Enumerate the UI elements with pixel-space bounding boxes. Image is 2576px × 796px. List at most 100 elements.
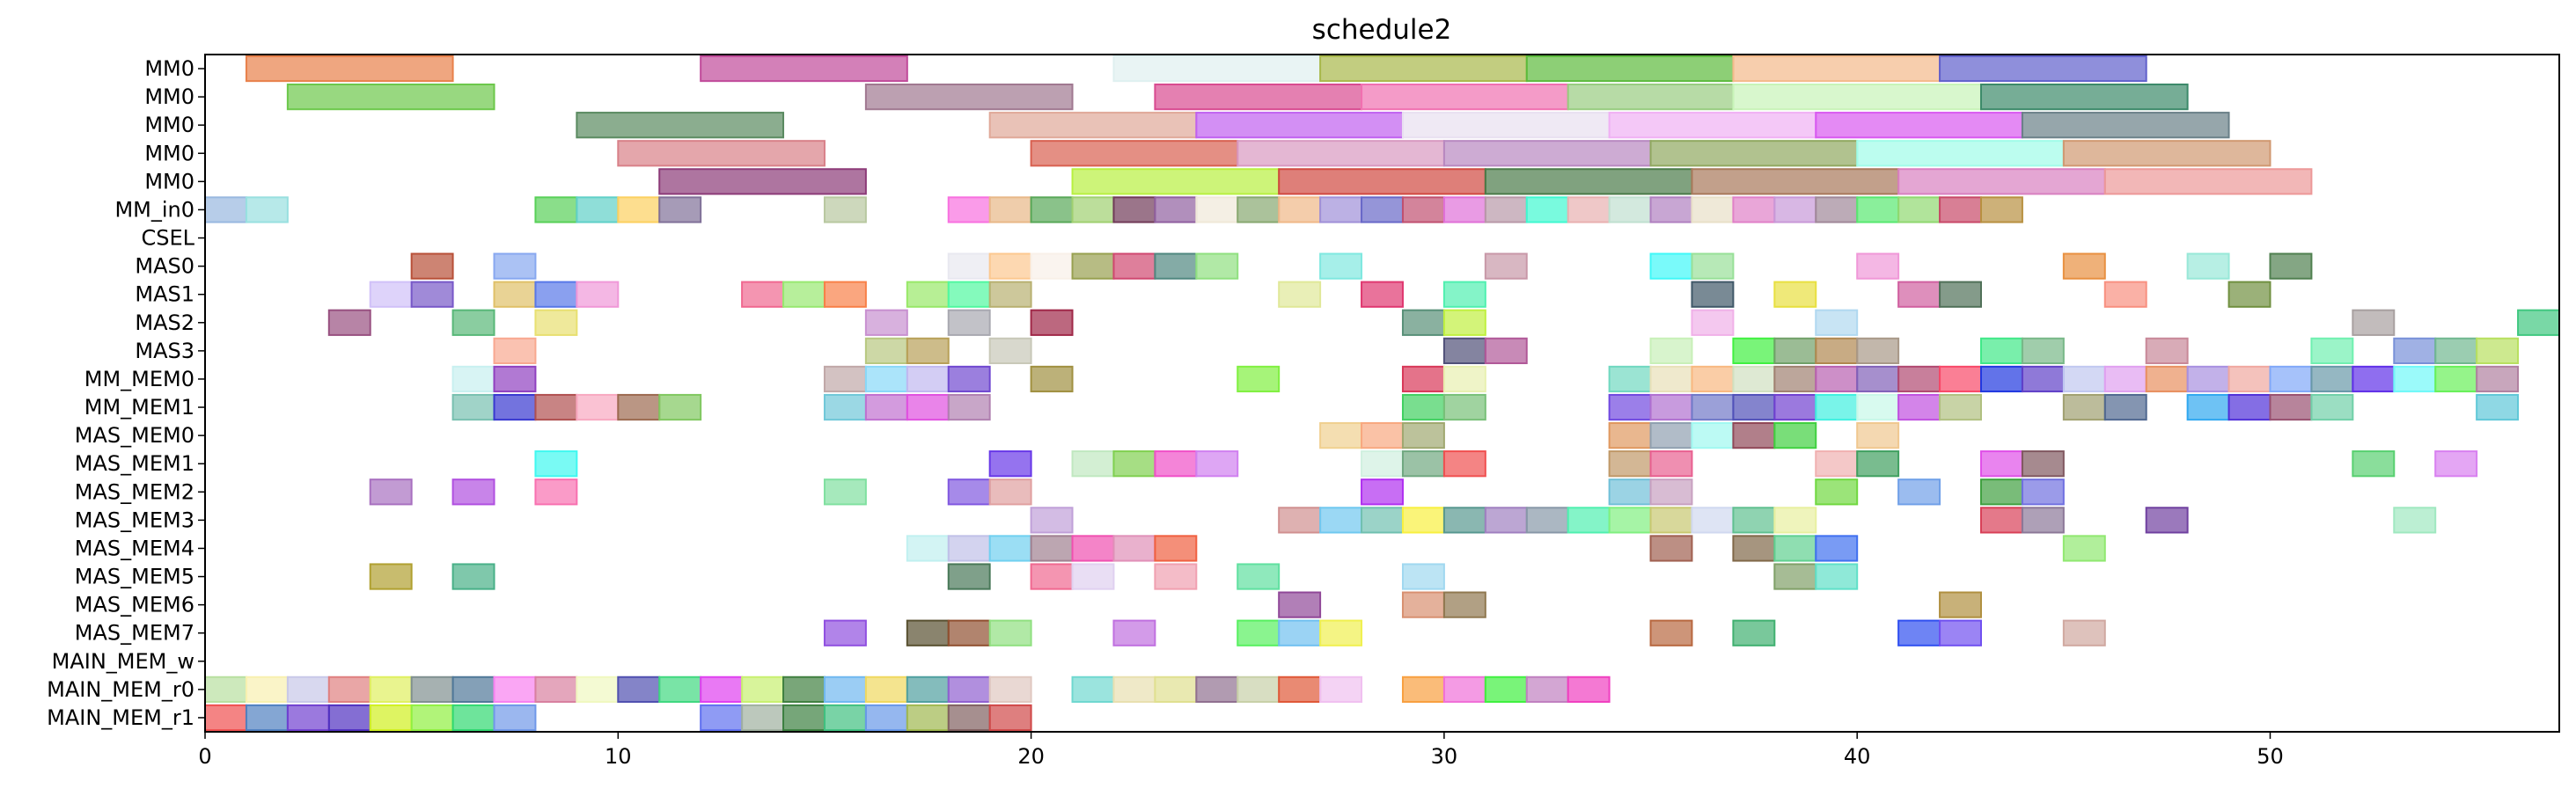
task-bar bbox=[2269, 393, 2313, 421]
task-bar bbox=[1979, 507, 2023, 534]
task-bar bbox=[1649, 365, 1693, 393]
task-bar bbox=[2145, 365, 2189, 393]
task-bar bbox=[906, 281, 950, 308]
y-tick-label: MAS_MEM4 bbox=[75, 536, 194, 560]
task-bar bbox=[617, 196, 661, 223]
task-bar bbox=[1030, 252, 1074, 280]
y-tick-label: MAIN_MEM_w bbox=[52, 649, 194, 674]
y-tick-label: MM_in0 bbox=[114, 197, 194, 222]
task-bar bbox=[534, 281, 578, 308]
task-bar bbox=[2062, 393, 2106, 421]
task-bar bbox=[410, 704, 454, 732]
task-bar bbox=[1897, 478, 1941, 506]
task-bar bbox=[2062, 535, 2106, 562]
task-bar bbox=[1442, 140, 1652, 167]
task-bar bbox=[1732, 393, 1776, 421]
y-tick-label: MAIN_MEM_r1 bbox=[47, 705, 194, 730]
task-bar bbox=[1815, 478, 1859, 506]
x-axis: 0 10 20 30 40 50 bbox=[198, 732, 2284, 769]
task-bar bbox=[906, 619, 950, 646]
task-bar bbox=[1856, 337, 1900, 364]
task-bar bbox=[782, 676, 826, 703]
y-tick-label: MAS_MEM6 bbox=[75, 593, 194, 617]
task-bar bbox=[2227, 365, 2271, 393]
task-bar bbox=[1608, 196, 1652, 223]
task-bar bbox=[451, 478, 495, 506]
task-bar bbox=[617, 140, 826, 167]
task-bar bbox=[1278, 507, 1322, 534]
task-bar bbox=[2186, 252, 2230, 280]
task-bar bbox=[2103, 281, 2147, 308]
task-bar bbox=[2145, 337, 2189, 364]
task-bar bbox=[204, 676, 247, 703]
task-bar bbox=[1856, 140, 2065, 167]
task-bar bbox=[1319, 676, 1363, 703]
task-bar bbox=[1649, 478, 1693, 506]
task-bar bbox=[658, 393, 702, 421]
task-bar bbox=[1815, 563, 1859, 590]
task-bar bbox=[2434, 365, 2478, 393]
task-bar bbox=[2062, 140, 2271, 167]
task-bar bbox=[1319, 55, 1528, 83]
task-bar bbox=[1112, 252, 1156, 280]
task-bar bbox=[1897, 281, 1941, 308]
task-bar bbox=[576, 112, 785, 139]
x-tick-label: 10 bbox=[605, 744, 632, 769]
task-bar bbox=[1030, 535, 1074, 562]
task-bar bbox=[1691, 252, 1735, 280]
task-bar bbox=[576, 393, 620, 421]
task-bar bbox=[2227, 281, 2271, 308]
task-bar bbox=[1195, 676, 1239, 703]
task-bar bbox=[1361, 450, 1404, 478]
task-bar bbox=[451, 676, 495, 703]
task-bar bbox=[1154, 676, 1198, 703]
task-bar bbox=[906, 676, 950, 703]
task-bar bbox=[2145, 507, 2189, 534]
task-bar bbox=[1442, 365, 1486, 393]
task-bar bbox=[451, 563, 495, 590]
task-bar bbox=[1237, 140, 1445, 167]
task-bar bbox=[1691, 393, 1735, 421]
y-tick-label: MAS0 bbox=[135, 254, 194, 279]
task-bar bbox=[823, 676, 867, 703]
task-bar bbox=[534, 393, 578, 421]
task-bar bbox=[1608, 450, 1652, 478]
task-bar bbox=[1732, 337, 1776, 364]
task-bar bbox=[1691, 422, 1735, 449]
task-bar bbox=[1319, 422, 1363, 449]
task-bar bbox=[2103, 393, 2147, 421]
task-bar bbox=[1442, 281, 1486, 308]
task-bar bbox=[1030, 507, 1074, 534]
task-bar bbox=[1112, 619, 1156, 646]
task-bar bbox=[988, 478, 1032, 506]
task-bar bbox=[1195, 450, 1239, 478]
task-bar bbox=[1691, 281, 1735, 308]
task-bar bbox=[451, 365, 495, 393]
x-tick-label: 50 bbox=[2257, 744, 2284, 769]
task-bar bbox=[1195, 196, 1239, 223]
task-bar bbox=[1732, 535, 1776, 562]
task-bar bbox=[864, 309, 908, 336]
task-bar bbox=[245, 55, 454, 83]
task-bar bbox=[576, 676, 620, 703]
task-bar bbox=[1815, 196, 1859, 223]
task-bar bbox=[1897, 365, 1941, 393]
task-bar bbox=[700, 55, 908, 83]
task-bar bbox=[1773, 337, 1817, 364]
task-bar bbox=[823, 619, 867, 646]
task-bar bbox=[1237, 196, 1281, 223]
task-bar bbox=[1525, 507, 1569, 534]
task-bar bbox=[1856, 422, 1900, 449]
task-bar bbox=[1442, 337, 1486, 364]
task-bar bbox=[1030, 309, 1074, 336]
task-bar bbox=[1815, 535, 1859, 562]
task-bar bbox=[1691, 365, 1735, 393]
task-bar bbox=[1939, 281, 1982, 308]
task-bar bbox=[1856, 450, 1900, 478]
task-bar bbox=[2021, 450, 2065, 478]
task-bar bbox=[286, 84, 495, 111]
task-bar bbox=[906, 704, 950, 732]
task-bars bbox=[204, 55, 2560, 732]
task-bar bbox=[1237, 365, 1281, 393]
task-bar bbox=[245, 704, 289, 732]
